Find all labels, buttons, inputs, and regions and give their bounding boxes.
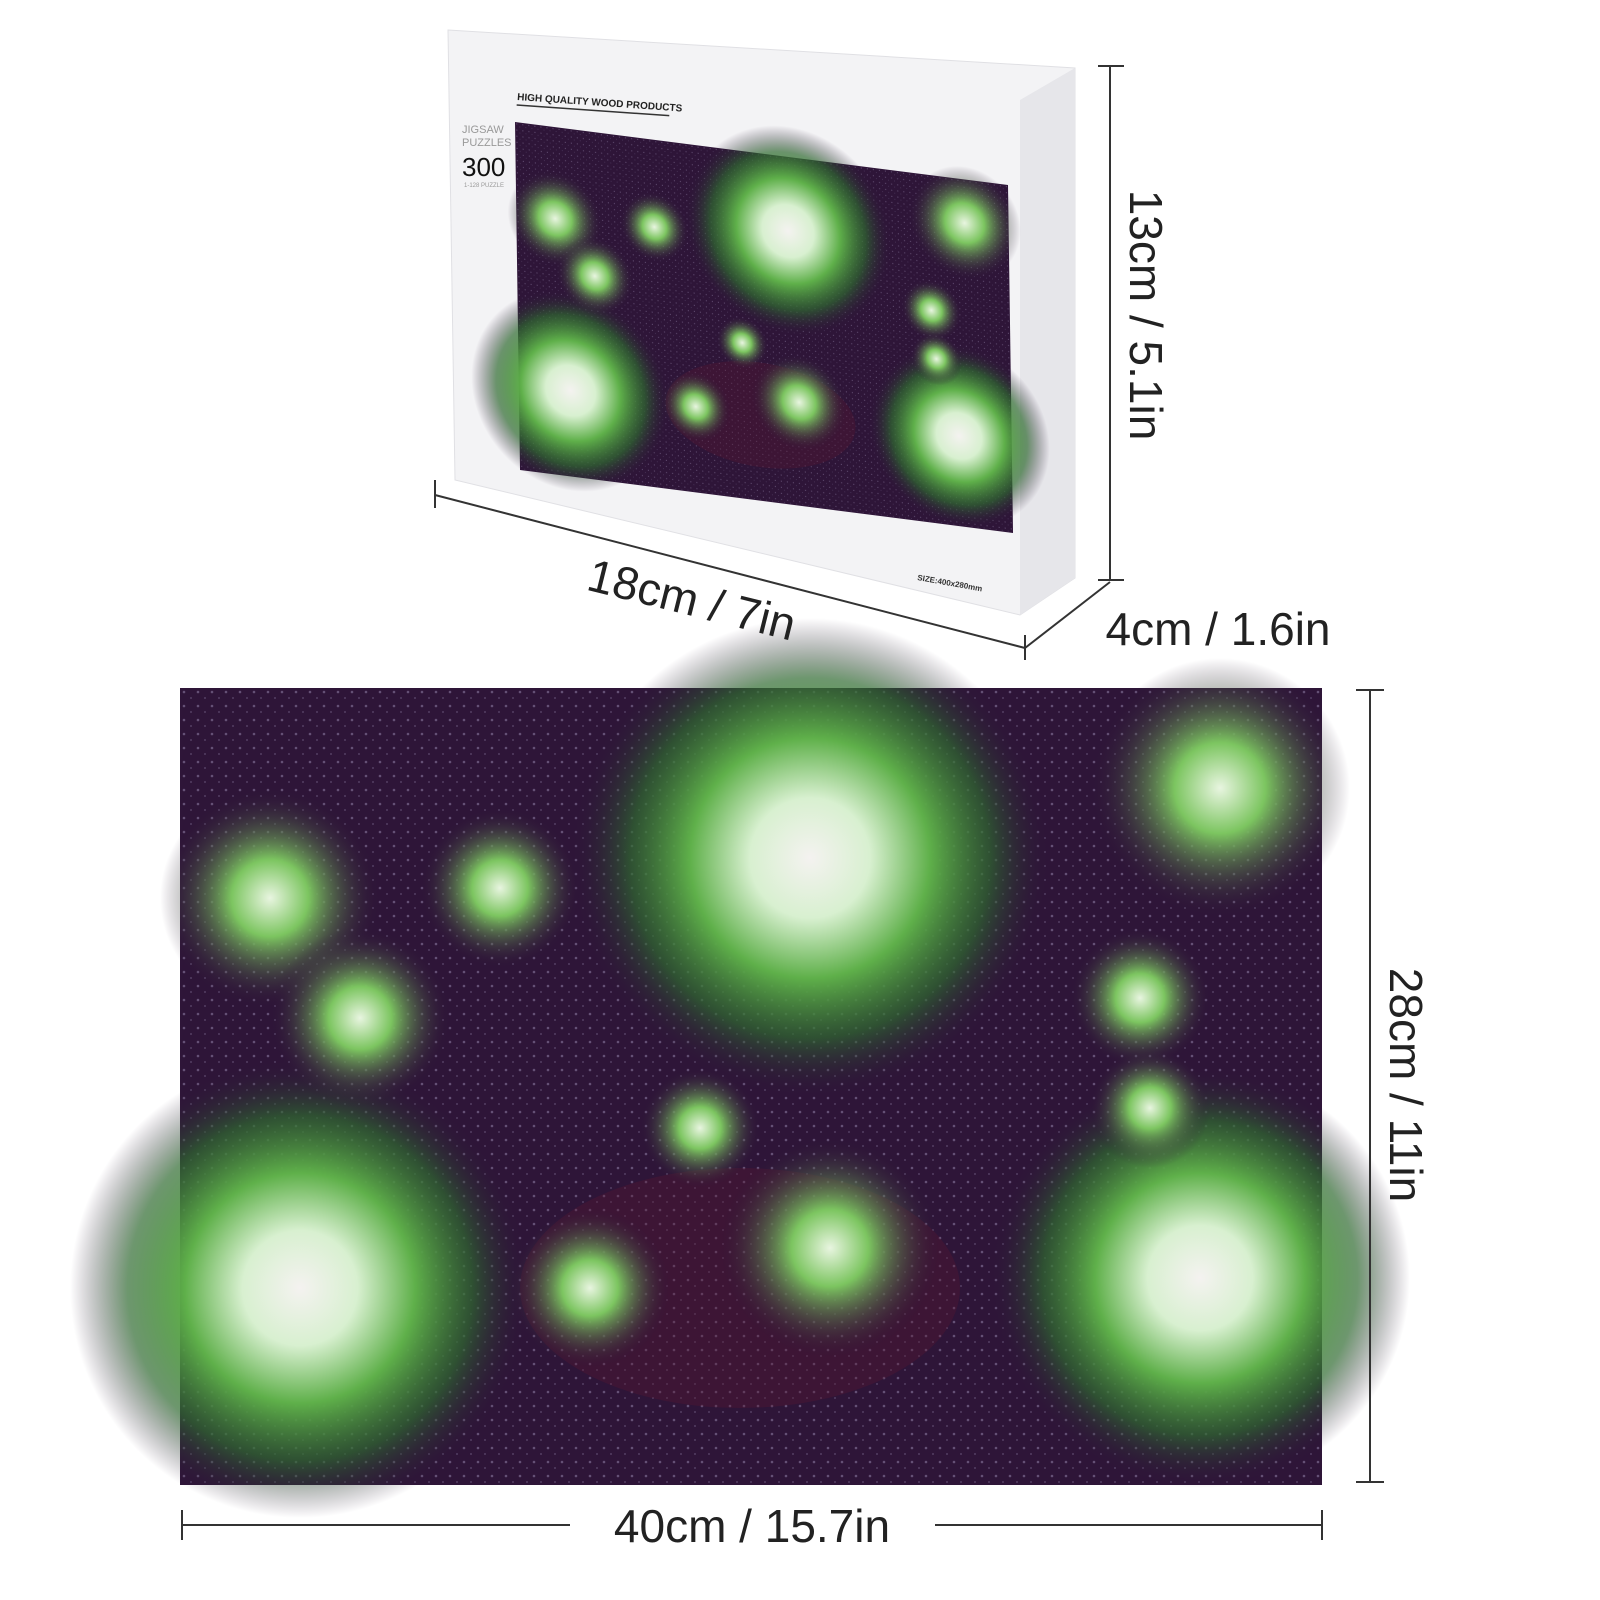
box-piece-count: 300 xyxy=(462,152,505,182)
puzzle-artwork xyxy=(70,618,1410,1518)
box-brand-line1: JIGSAW xyxy=(462,124,504,136)
puzzle-height-label: 28cm / 11in xyxy=(1380,968,1432,1202)
puzzle-box: HIGH QUALITY WOOD PRODUCTS JIGSAW PUZZLE… xyxy=(447,29,1076,616)
dimension-lines xyxy=(181,65,1384,1540)
box-depth-label: 4cm / 1.6in xyxy=(1106,603,1331,655)
puzzle-width-label: 40cm / 15.7in xyxy=(614,1500,890,1552)
box-brand-line2: PUZZLES xyxy=(462,137,512,149)
box-height-label: 13cm / 5.1in xyxy=(1120,190,1172,441)
box-width-label: 18cm / 7in xyxy=(583,549,801,651)
box-piece-sub: 1-128 PUZZLE xyxy=(464,183,504,189)
